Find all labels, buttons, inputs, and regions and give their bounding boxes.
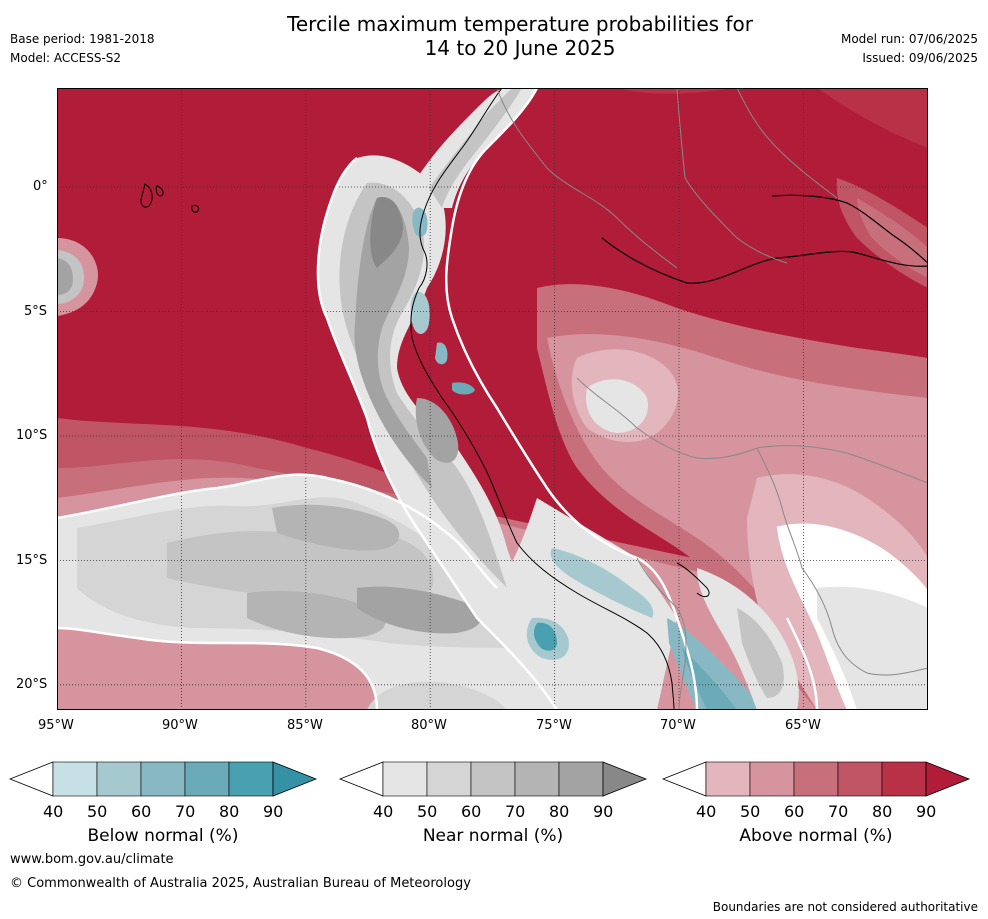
colorbar-2-tick-60: 60 — [784, 802, 805, 821]
colorbar-1-tick-40: 40 — [373, 802, 394, 821]
colorbar-1-bin-2 — [426, 761, 472, 797]
colorbar-1-bin-1 — [382, 761, 428, 797]
colorbar-below-normal — [8, 761, 318, 797]
lon-label-65w: 65°W — [785, 718, 821, 733]
graticule — [57, 88, 928, 710]
colorbar-2-high-extension — [925, 761, 971, 797]
colorbar-above-normal-label: Above normal (%) — [739, 826, 893, 846]
colorbar-1-bin-3 — [470, 761, 516, 797]
lat-label-5s: 5°S — [24, 304, 48, 319]
lat-label-10s: 10°S — [16, 428, 48, 443]
colorbar-1-bin-5 — [558, 761, 604, 797]
colorbar-near-normal — [338, 761, 648, 797]
title-line-2: 14 to 20 June 2025 — [424, 36, 616, 60]
colorbar-2-bin-3 — [793, 761, 839, 797]
colorbar-0-bin-5 — [228, 761, 274, 797]
base-period-text: Base period: 1981-2018 — [10, 32, 155, 46]
footer-url: www.bom.gov.au/climate — [10, 852, 174, 867]
country-borders — [496, 88, 928, 710]
page-title: Tercile maximum temperature probabilitie… — [200, 12, 840, 60]
colorbar-2-tick-70: 70 — [828, 802, 849, 821]
lon-label-75w: 75°W — [536, 718, 572, 733]
colorbar-2-bin-5 — [881, 761, 927, 797]
lon-label-70w: 70°W — [660, 718, 696, 733]
colorbar-2-tick-90: 90 — [916, 802, 937, 821]
colorbar-2-bin-4 — [837, 761, 883, 797]
lon-label-85w: 85°W — [287, 718, 323, 733]
probability-contours — [57, 88, 928, 710]
colorbar-1-tick-80: 80 — [549, 802, 570, 821]
colorbar-1-tick-60: 60 — [461, 802, 482, 821]
colorbar-0-bin-4 — [184, 761, 230, 797]
colorbar-1-tick-70: 70 — [505, 802, 526, 821]
below-normal-patch — [412, 207, 428, 237]
colorbar-0-bin-3 — [140, 761, 186, 797]
colorbar-0-tick-50: 50 — [87, 802, 108, 821]
colorbar-0-tick-90: 90 — [263, 802, 284, 821]
colorbar-0-bin-2 — [96, 761, 142, 797]
colorbar-2-tick-80: 80 — [872, 802, 893, 821]
lon-label-95w: 95°W — [38, 718, 74, 733]
colorbar-2-bin-1 — [705, 761, 751, 797]
probability-map — [57, 88, 928, 710]
colorbar-0-low-extension — [8, 761, 54, 797]
colorbar-near-normal-label: Near normal (%) — [422, 826, 564, 846]
colorbar-0-tick-80: 80 — [219, 802, 240, 821]
lon-label-80w: 80°W — [411, 718, 447, 733]
lon-label-90w: 90°W — [162, 718, 198, 733]
lat-label-20s: 20°S — [16, 677, 48, 692]
colorbar-1-bin-4 — [514, 761, 560, 797]
colorbar-0-tick-60: 60 — [131, 802, 152, 821]
colorbar-above-normal — [661, 761, 971, 797]
title-line-1: Tercile maximum temperature probabilitie… — [287, 12, 753, 36]
lat-label-0: 0° — [33, 179, 48, 194]
colorbar-1-high-extension — [602, 761, 648, 797]
colorbar-1-low-extension — [338, 761, 384, 797]
colorbar-2-tick-40: 40 — [696, 802, 717, 821]
colorbar-0-tick-70: 70 — [175, 802, 196, 821]
lat-label-15s: 15°S — [16, 553, 48, 568]
colorbar-0-tick-40: 40 — [43, 802, 64, 821]
colorbar-below-normal-label: Below normal (%) — [87, 826, 239, 846]
colorbar-2-bin-2 — [749, 761, 795, 797]
model-text: Model: ACCESS-S2 — [10, 51, 122, 65]
colorbar-1-tick-90: 90 — [593, 802, 614, 821]
footer-copyright: © Commonwealth of Australia 2025, Austra… — [10, 876, 471, 891]
colorbar-0-high-extension — [272, 761, 318, 797]
colorbar-0-bin-1 — [52, 761, 98, 797]
footer-disclaimer: Boundaries are not considered authoritat… — [712, 900, 978, 914]
model-run-text: Model run: 07/06/2025 — [840, 32, 978, 46]
issued-text: Issued: 09/06/2025 — [862, 51, 978, 65]
colorbar-2-tick-50: 50 — [740, 802, 761, 821]
colorbar-2-low-extension — [661, 761, 707, 797]
coastlines — [140, 88, 928, 710]
colorbar-1-tick-50: 50 — [417, 802, 438, 821]
